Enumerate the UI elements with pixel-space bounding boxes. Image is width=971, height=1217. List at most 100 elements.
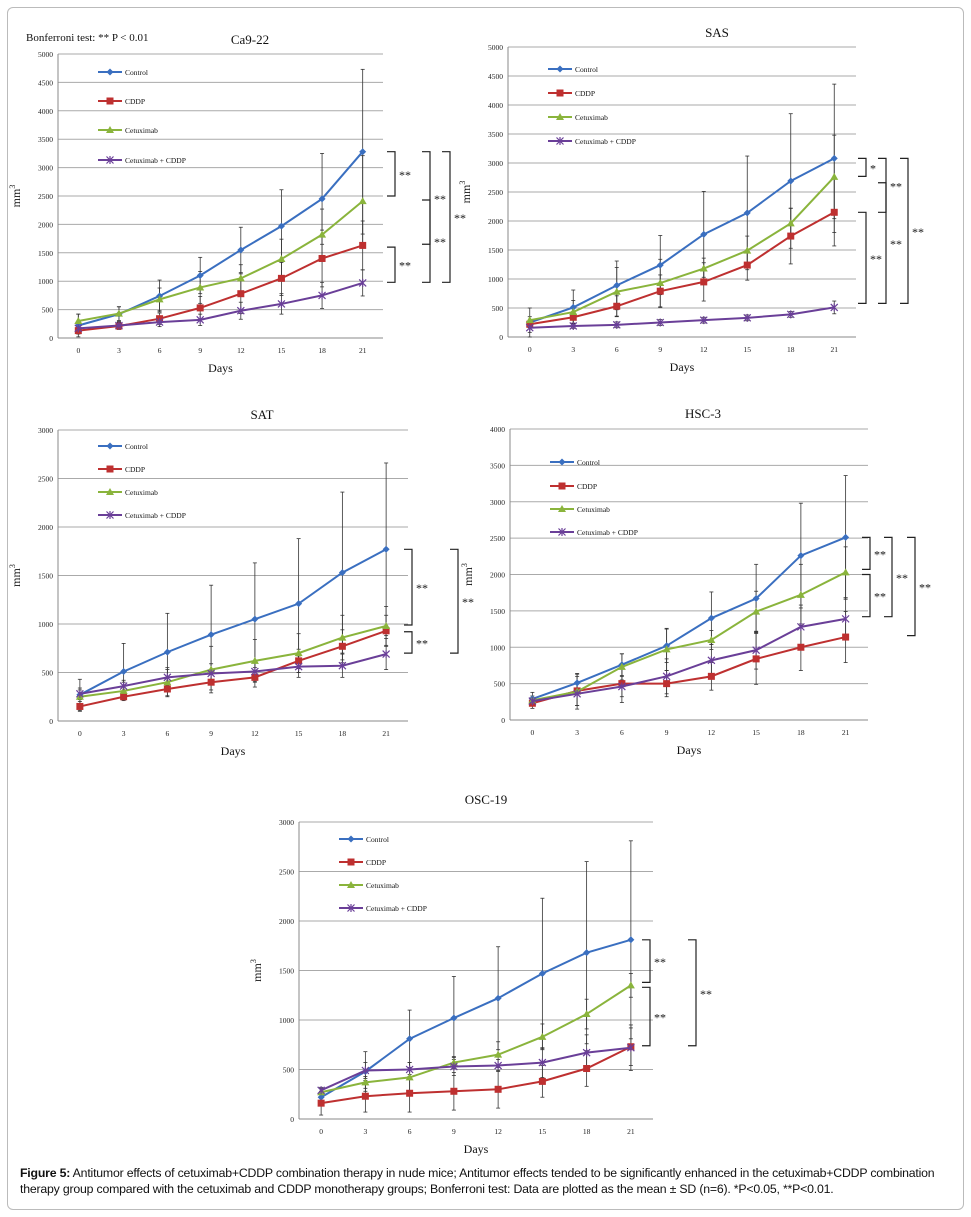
data-point-cetuximab-cddp — [656, 318, 665, 327]
significance-label: ** — [434, 235, 446, 249]
series-line-control — [529, 157, 835, 324]
y-tick-label: 2000 — [279, 917, 294, 926]
data-point-cetuximab-cddp — [236, 306, 245, 315]
data-point-cetuximab — [707, 635, 716, 643]
x-tick-label: 12 — [237, 346, 245, 355]
data-point-control — [797, 552, 805, 560]
legend-item-cetuximab: Cetuximab — [98, 126, 158, 135]
data-point-cetuximab-cddp — [743, 313, 752, 322]
data-point-cetuximab — [841, 568, 850, 576]
data-point-control — [251, 615, 259, 623]
significance-label: ** — [434, 192, 446, 206]
data-point-cddp — [76, 702, 84, 710]
data-point-cetuximab — [318, 230, 327, 238]
significance-bracket: ** — [404, 631, 428, 654]
significance-bracket: ** — [688, 939, 712, 1047]
data-point-cetuximab-cddp — [494, 1061, 503, 1070]
x-tick-label: 3 — [571, 345, 575, 354]
data-point-cddp — [382, 627, 390, 635]
bracket-line — [878, 157, 887, 213]
data-point-cetuximab — [494, 1050, 503, 1058]
data-point-cddp — [120, 693, 128, 701]
x-tick-label: 15 — [744, 345, 752, 354]
data-point-cddp — [583, 1065, 591, 1073]
legend-marker — [347, 835, 355, 843]
data-point-cetuximab — [277, 255, 286, 263]
caption-label: Figure 5: — [20, 1166, 71, 1180]
y-tick-label: 0 — [290, 1115, 294, 1124]
data-point-cetuximab — [74, 316, 83, 324]
x-tick-label: 21 — [627, 1127, 635, 1136]
y-tick-label: 2000 — [488, 217, 503, 226]
series-line-control — [78, 151, 364, 327]
legend-marker — [556, 89, 564, 97]
y-tick-label: 2500 — [279, 868, 294, 877]
bracket-line — [862, 573, 871, 618]
series-line-cetuximab-cddp — [529, 306, 835, 329]
legend-item-cddp: CDDP — [339, 858, 386, 867]
series-line-cddp — [532, 636, 846, 705]
data-point-cetuximab — [382, 621, 391, 629]
bracket-line — [862, 536, 871, 571]
legend-marker — [106, 97, 114, 105]
x-axis-label: Days — [670, 360, 695, 374]
bracket-line — [884, 536, 893, 618]
y-tick-label: 500 — [494, 680, 506, 689]
data-point-cetuximab — [525, 316, 534, 324]
x-tick-label: 12 — [494, 1127, 502, 1136]
x-tick-label: 9 — [452, 1127, 456, 1136]
data-point-cetuximab — [617, 662, 626, 670]
chart-sat: SAT 0 500 1000 1500 2000 2500 3000 0 3 6 9 12 15 18 21 D… — [0, 400, 490, 770]
legend-marker — [558, 482, 566, 490]
data-point-control — [830, 154, 838, 162]
x-tick-label: 0 — [531, 728, 535, 737]
data-point-control — [613, 281, 621, 289]
legend-marker — [347, 858, 355, 866]
significance-label: ** — [462, 595, 474, 609]
chart-title: HSC-3 — [685, 406, 721, 421]
y-tick-label: 3500 — [38, 135, 53, 144]
data-point-control — [569, 303, 577, 311]
legend-marker — [558, 458, 566, 466]
y-tick-label: 500 — [492, 304, 504, 313]
legend-item-cetuximab-cddp: Cetuximab + CDDP — [98, 511, 186, 520]
y-tick-label: 0 — [499, 333, 503, 342]
data-point-cddp — [494, 1085, 502, 1093]
series-line-control — [320, 938, 632, 1099]
data-point-cetuximab — [662, 645, 671, 653]
legend-label: Cetuximab — [366, 881, 399, 890]
data-point-cddp — [163, 685, 171, 693]
chart-svg: SAS 0 500 1000 1500 2000 2500 3000 3500 4000 4500 5… — [458, 25, 924, 374]
bonferroni-note: Bonferroni test: ** P < 0.01 — [26, 32, 149, 44]
legend-label: Control — [366, 835, 389, 844]
data-point-cetuximab — [699, 264, 708, 272]
chart-title: Ca9-22 — [231, 32, 269, 47]
legend-item-control: Control — [548, 65, 598, 74]
data-point-cetuximab-cddp — [573, 689, 582, 698]
figure-frame — [7, 7, 964, 1210]
legend-marker — [556, 65, 564, 73]
chart-svg: SAT 0 500 1000 1500 2000 2500 3000 0 3 6 9 12 15 18 21 D… — [8, 407, 474, 758]
data-point-cddp — [538, 1077, 546, 1085]
legend-label: Cetuximab — [577, 505, 610, 514]
x-tick-label: 3 — [117, 346, 121, 355]
bracket-line — [422, 199, 431, 283]
significance-label: ** — [912, 225, 924, 239]
legend-label: Cetuximab + CDDP — [575, 137, 636, 146]
bracket-line — [387, 151, 396, 197]
data-point-cddp — [359, 241, 367, 249]
x-tick-label: 18 — [797, 728, 805, 737]
x-tick-label: 21 — [382, 729, 390, 738]
chart-svg: HSC-3 0 500 1000 1500 2000 2500 3000 3500 4000 0 3 6… — [460, 406, 931, 757]
y-axis-label-superscript: 3 — [458, 181, 467, 185]
y-tick-label: 1000 — [38, 620, 53, 629]
data-point-cetuximab-cddp — [277, 299, 286, 308]
y-axis-label-superscript: 3 — [8, 564, 17, 568]
y-tick-label: 1500 — [38, 572, 53, 581]
data-point-cddp — [318, 254, 326, 262]
x-tick-label: 9 — [209, 729, 213, 738]
series-line-cetuximab-cddp — [78, 281, 363, 330]
chart-hsc-3: HSC-3 0 500 1000 1500 2000 2500 3000 3500 4000 0 3 6… — [460, 400, 970, 770]
legend-label: Cetuximab + CDDP — [577, 528, 638, 537]
significance-label: * — [870, 161, 876, 175]
